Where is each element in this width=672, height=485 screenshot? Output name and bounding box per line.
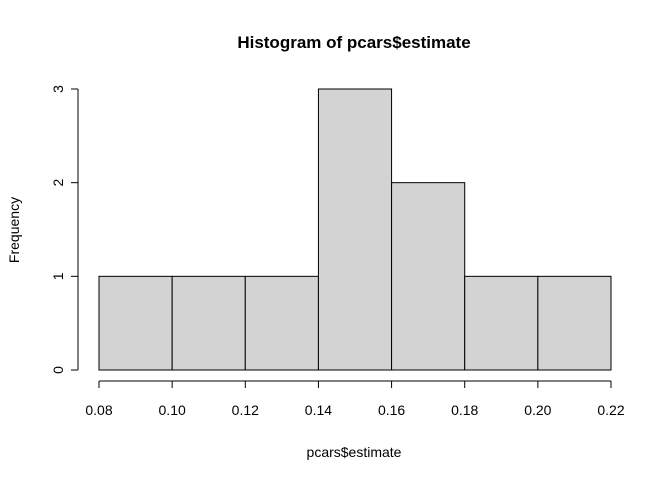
- chart-title: Histogram of pcars$estimate: [237, 33, 470, 52]
- histogram-bar-0: [98, 275, 173, 371]
- x-tick-label-5: 0.18: [451, 402, 478, 418]
- y-tick-label-2: 2: [50, 179, 66, 187]
- x-tick-label-3: 0.14: [305, 402, 332, 418]
- y-axis: 0 1 2 3: [50, 85, 79, 374]
- histogram-bar-1: [171, 275, 246, 371]
- x-tick-label-6: 0.20: [524, 402, 551, 418]
- x-axis: 0.08 0.10 0.12 0.14 0.16 0.18 0.20 0.22: [85, 380, 625, 418]
- histogram-bar-5: [464, 275, 539, 371]
- histogram-bar-4: [391, 182, 466, 371]
- x-tick-label-1: 0.10: [159, 402, 186, 418]
- x-tick-label-7: 0.22: [597, 402, 624, 418]
- y-tick-label-1: 1: [50, 272, 66, 280]
- histogram-bar-3: [317, 88, 393, 371]
- histogram-bar-2: [244, 275, 319, 371]
- x-axis-title: pcars$estimate: [307, 444, 402, 460]
- y-tick-label-3: 3: [50, 85, 66, 93]
- bars-layer: [98, 88, 612, 371]
- x-tick-label-2: 0.12: [232, 402, 259, 418]
- x-tick-label-0: 0.08: [85, 402, 112, 418]
- x-tick-label-4: 0.16: [378, 402, 405, 418]
- y-tick-label-0: 0: [50, 366, 66, 374]
- histogram-bar-6: [537, 275, 612, 371]
- y-axis-title: Frequency: [6, 197, 22, 263]
